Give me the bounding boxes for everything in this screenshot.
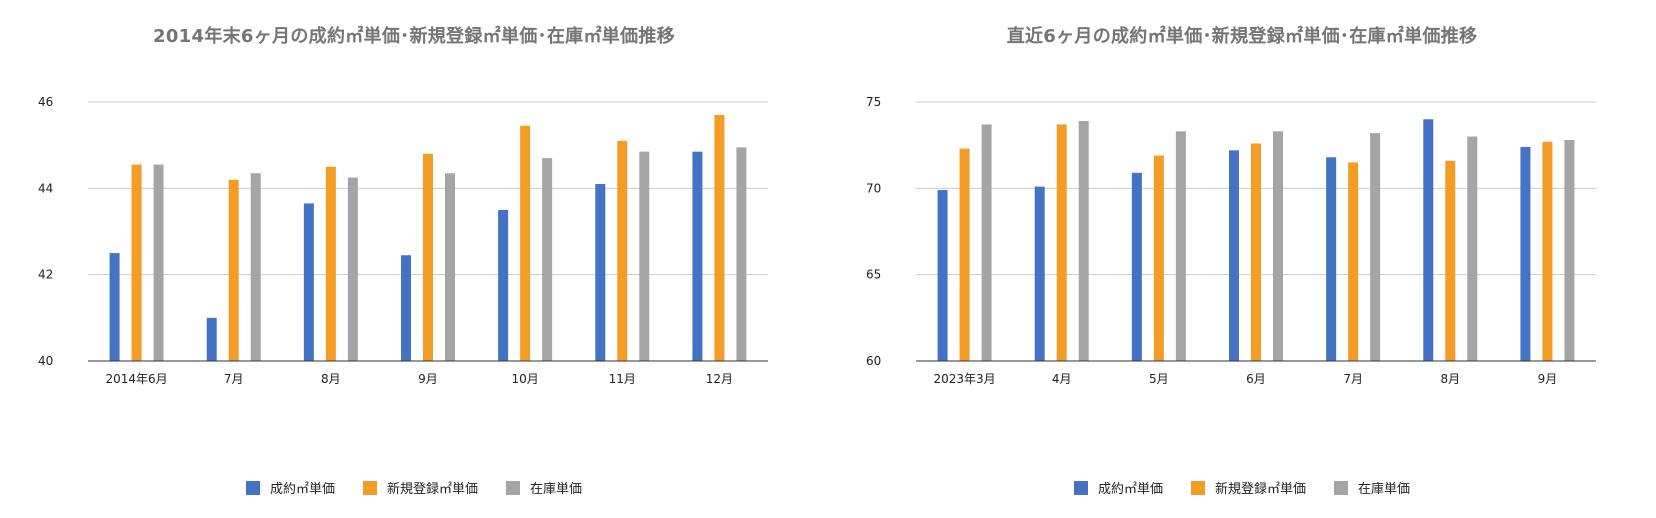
chart-left: 2014年末6ヶ月の成約㎡単価･新規登録㎡単価･在庫㎡単価推移 40 42 44 46… <box>0 26 828 497</box>
bar <box>1034 186 1045 361</box>
bar <box>1273 131 1283 361</box>
bar <box>1326 157 1337 361</box>
bar <box>423 153 433 361</box>
bar <box>520 125 531 361</box>
bar <box>542 158 553 361</box>
legend-swatch <box>506 480 520 495</box>
x-tick-label: 9月 <box>418 372 438 386</box>
chart-title: 直近6ヶ月の成約㎡単価･新規登録㎡単価･在庫㎡単価推移 <box>1006 26 1478 47</box>
bar <box>714 114 725 361</box>
x-tick-label: 7月 <box>1343 372 1363 386</box>
bar <box>109 253 120 361</box>
bar <box>1131 172 1142 361</box>
x-tick-label: 2023年3月 <box>933 372 995 386</box>
x-tick-label: 6月 <box>1246 372 1266 386</box>
y-tick-label: 42 <box>38 268 53 282</box>
bar <box>1370 133 1381 361</box>
plot-area: 60 65 70 75 2023年3月 4月 5月 6月 7月 8月 9月 <box>866 95 1596 386</box>
y-tick-label: 44 <box>38 181 53 195</box>
y-tick-label: 75 <box>866 95 881 109</box>
x-tick-label: 4月 <box>1052 372 1072 386</box>
bar <box>1467 136 1478 361</box>
bar <box>1542 141 1553 361</box>
y-tick-label: 65 <box>866 268 881 282</box>
legend-swatch <box>362 480 377 495</box>
bar <box>595 184 606 361</box>
chart-title: 2014年末6ヶ月の成約㎡単価･新規登録㎡単価･在庫㎡単価推移 <box>153 26 675 47</box>
bar <box>1423 119 1434 362</box>
bar <box>1175 131 1186 361</box>
x-tick-label: 10月 <box>512 372 539 386</box>
legend-item-series1: 成約㎡単価 <box>245 478 335 497</box>
legend: 成約㎡単価 新規登録㎡単価 在庫単価 <box>0 478 828 497</box>
bar <box>153 164 164 361</box>
y-tick-label: 46 <box>38 95 53 109</box>
bar <box>206 317 217 361</box>
bar <box>1056 124 1067 362</box>
x-tick-label: 9月 <box>1538 372 1558 386</box>
legend-label: 新規登録㎡単価 <box>1214 482 1306 497</box>
bar <box>401 255 411 361</box>
legend-item-series1: 成約㎡単価 <box>1073 478 1163 497</box>
bar <box>736 147 747 361</box>
legend-label: 新規登録㎡単価 <box>386 482 478 497</box>
bar <box>303 203 314 361</box>
bar <box>250 173 261 361</box>
x-tick-label: 2014年6月 <box>105 372 167 386</box>
bar <box>617 140 628 361</box>
bar <box>959 148 970 361</box>
legend-swatch <box>1334 480 1348 495</box>
chart-right: 直近6ヶ月の成約㎡単価･新規登録㎡単価･在庫㎡単価推移 60 65 70 75 2023… <box>828 0 1656 518</box>
bar <box>1348 162 1359 361</box>
bar <box>1153 155 1164 361</box>
bar <box>1078 120 1089 361</box>
bar <box>1445 160 1456 361</box>
bar <box>639 151 650 361</box>
bar <box>347 177 358 361</box>
legend-label: 在庫単価 <box>1358 482 1411 497</box>
legend-swatch <box>245 480 260 495</box>
legend-label: 在庫単価 <box>530 482 583 497</box>
x-tick-label: 8月 <box>321 372 341 386</box>
legend-item-series2: 新規登録㎡単価 <box>362 478 478 497</box>
bar <box>1520 146 1531 361</box>
bar <box>325 166 336 361</box>
y-tick-label: 40 <box>38 354 53 368</box>
x-tick-label: 7月 <box>224 372 244 386</box>
x-tick-label: 8月 <box>1440 372 1460 386</box>
bar <box>498 209 509 361</box>
x-tick-label: 12月 <box>706 372 733 386</box>
legend-swatch <box>1190 480 1205 495</box>
legend-item-series3: 在庫単価 <box>506 478 582 497</box>
legend-item-series2: 新規登録㎡単価 <box>1190 478 1306 497</box>
y-tick-label: 70 <box>866 181 881 195</box>
x-tick-label: 11月 <box>609 372 636 386</box>
legend-label: 成約㎡単価 <box>1097 482 1163 497</box>
bar <box>131 164 142 361</box>
legend-item-series3: 在庫単価 <box>1334 478 1410 497</box>
bar <box>1564 139 1575 361</box>
plot-area: 40 42 44 46 2014年6月 7月 8月 9月 10月 11月 12月 <box>38 95 768 386</box>
bar <box>981 124 992 362</box>
legend-swatch <box>1073 480 1088 495</box>
bar <box>1229 150 1239 361</box>
bar <box>1251 143 1261 361</box>
y-tick-label: 60 <box>866 354 881 368</box>
legend: 成約㎡単価 新規登録㎡単価 在庫単価 <box>828 478 1656 497</box>
bar <box>445 173 455 361</box>
bar <box>692 151 703 361</box>
bar <box>228 179 239 361</box>
x-tick-label: 5月 <box>1149 372 1169 386</box>
bar <box>937 190 948 361</box>
legend-label: 成約㎡単価 <box>269 482 335 497</box>
